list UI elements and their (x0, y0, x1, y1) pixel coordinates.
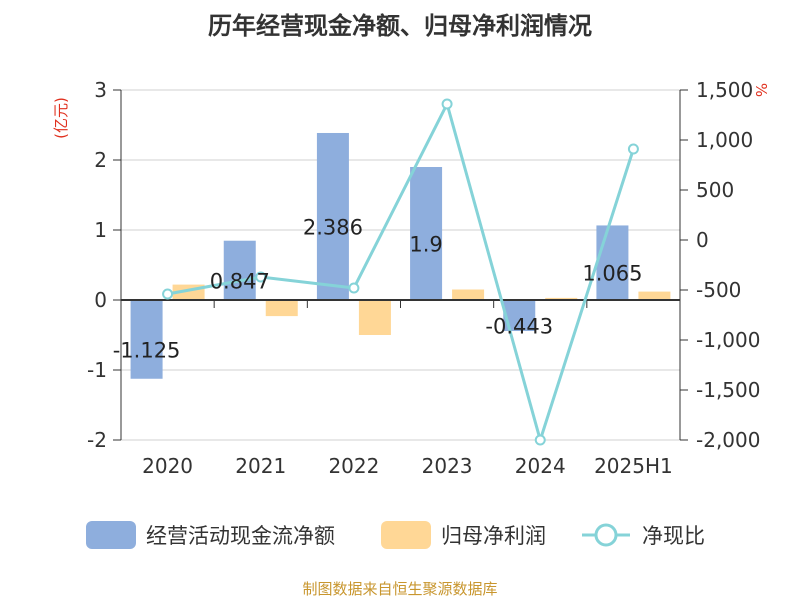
x-axis-tick-label: 2020 (142, 454, 193, 478)
x-axis-tick-label: 2023 (422, 454, 473, 478)
cash-flow-data-label: 1.065 (582, 262, 642, 286)
ratio-line (162, 98, 639, 446)
right-axis-unit: % (752, 83, 770, 97)
bar-net-profit (452, 289, 485, 300)
chart-title: 历年经营现金净额、归母净利润情况 (208, 12, 592, 40)
cash-flow-data-label: 1.9 (409, 233, 442, 257)
bar-net-profit (358, 300, 391, 335)
right-axis-tick-label: -1,500 (696, 378, 760, 402)
cash-flow-data-label: -0.443 (485, 315, 553, 339)
data-labels: -1.125 0.847 2.386 1.9 -0.443 1.065 (113, 215, 643, 362)
legend-swatch-cash (86, 521, 136, 549)
right-axis-tick-label: 1,000 (696, 128, 753, 152)
ratio-polyline (167, 99, 635, 446)
cash-flow-data-label: 0.847 (210, 269, 270, 293)
legend-swatch-profit (381, 521, 431, 549)
left-axis-tick-label: 0 (94, 288, 107, 312)
x-axis-tick-label: 2025H1 (594, 454, 673, 478)
cash-flow-data-label: 2.386 (303, 215, 363, 239)
ratio-point (534, 434, 546, 446)
left-axis-tick-label: -2 (87, 428, 107, 452)
legend: 经营活动现金流净额 归母净利润 净现比 (86, 521, 705, 549)
left-axis-tick-label: -1 (87, 358, 107, 382)
axes: 3 2 1 0 -1 -2 1,500 1,000 500 0 -500 -1,000 -1,500 -2… (87, 78, 760, 478)
bar-cash-flow (316, 132, 349, 300)
bars (130, 132, 671, 379)
ratio-point (441, 98, 453, 110)
bar-cash-flow (130, 300, 163, 379)
x-axis-tick-label: 2024 (515, 454, 566, 478)
bar-net-profit (638, 291, 671, 300)
ratio-point (348, 282, 360, 294)
right-axis-tick-label: 1,500 (696, 78, 753, 102)
bar-cash-flow (410, 167, 443, 300)
right-axis-tick-label: -2,000 (696, 428, 760, 452)
bar-cash-flow (596, 225, 629, 300)
left-axis-unit: (亿元) (52, 97, 70, 139)
bar-cash-flow (223, 240, 256, 300)
left-axis-tick-label: 1 (94, 218, 107, 242)
legend-label-ratio: 净现比 (642, 524, 705, 548)
gridlines (121, 89, 680, 441)
right-axis-tick-label: 0 (696, 228, 709, 252)
x-axis-tick-label: 2021 (235, 454, 286, 478)
cash-flow-data-label: -1.125 (113, 338, 181, 362)
right-axis-tick-label: 500 (696, 178, 734, 202)
left-axis-tick-label: 3 (94, 78, 107, 102)
ratio-point (255, 271, 267, 283)
x-axis-tick-label: 2022 (328, 454, 379, 478)
right-axis-tick-label: -500 (696, 278, 741, 302)
legend-label-cash: 经营活动现金流净额 (146, 524, 335, 548)
right-axis-tick-label: -1,000 (696, 328, 760, 352)
source-note: 制图数据来自恒生聚源数据库 (302, 580, 498, 598)
legend-label-profit: 归母净利润 (441, 524, 546, 548)
ratio-point (162, 288, 174, 300)
bar-net-profit (265, 300, 298, 317)
bar-net-profit (545, 297, 578, 300)
left-axis-tick-label: 2 (94, 148, 107, 172)
ratio-point (627, 143, 639, 155)
legend-swatch-ratio-marker (594, 523, 618, 547)
